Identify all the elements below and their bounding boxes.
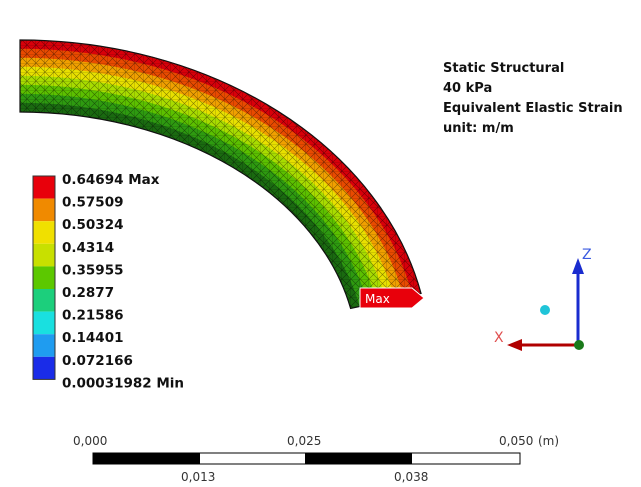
legend-swatch [33, 356, 55, 380]
legend-label: 0.21586 [62, 308, 124, 324]
legend-swatch [33, 198, 55, 222]
legend-swatch [33, 334, 55, 357]
legend-label: 0.35955 [62, 262, 124, 278]
probe-label: Max [365, 292, 390, 306]
scale-label: 0,013 [181, 470, 215, 484]
scale-unit: (m) [538, 434, 559, 448]
legend-swatch [33, 176, 55, 199]
model [19, 39, 422, 310]
info-line: unit: m/m [443, 121, 514, 136]
triad-z: Z [582, 247, 592, 263]
legend: 0.64694 Max 0.57509 0.50324 0.4314 0.35955 0.… [32, 172, 184, 391]
legend-label: 0.4314 [62, 240, 114, 256]
triad: Z X [494, 247, 592, 351]
scale-label: 0,038 [394, 470, 428, 484]
legend-label: 0.50324 [62, 217, 124, 233]
info-line: Static Structural [443, 61, 564, 76]
legend-swatch [33, 289, 55, 312]
legend-label: 0.64694 Max [62, 172, 160, 188]
scale-label: 0,025 [287, 434, 321, 448]
mesh [19, 39, 422, 310]
legend-swatch [33, 221, 55, 244]
legend-label: 0.57509 [62, 195, 124, 211]
legend-label: 0.14401 [62, 330, 124, 346]
info-line: Equivalent Elastic Strain [443, 101, 623, 116]
legend-label: 0.00031982 Min [62, 375, 184, 391]
legend-swatch [33, 266, 55, 289]
legend-frame [32, 175, 56, 380]
info: Static Structural 40 kPa Equivalent Elasti… [443, 61, 623, 136]
scale-label: 0,050 [499, 434, 533, 448]
scale-bar: 0,000 0,025 0,050 (m) 0,013 0,038 [73, 434, 559, 484]
legend-swatch [33, 311, 55, 335]
scale-label: 0,000 [73, 434, 107, 448]
legend-swatch [33, 243, 55, 267]
legend-label: 0.072166 [62, 353, 133, 369]
probe: Max [359, 287, 425, 309]
info-line: 40 kPa [443, 81, 492, 96]
legend-label: 0.2877 [62, 285, 114, 301]
triad-x: X [494, 330, 504, 346]
